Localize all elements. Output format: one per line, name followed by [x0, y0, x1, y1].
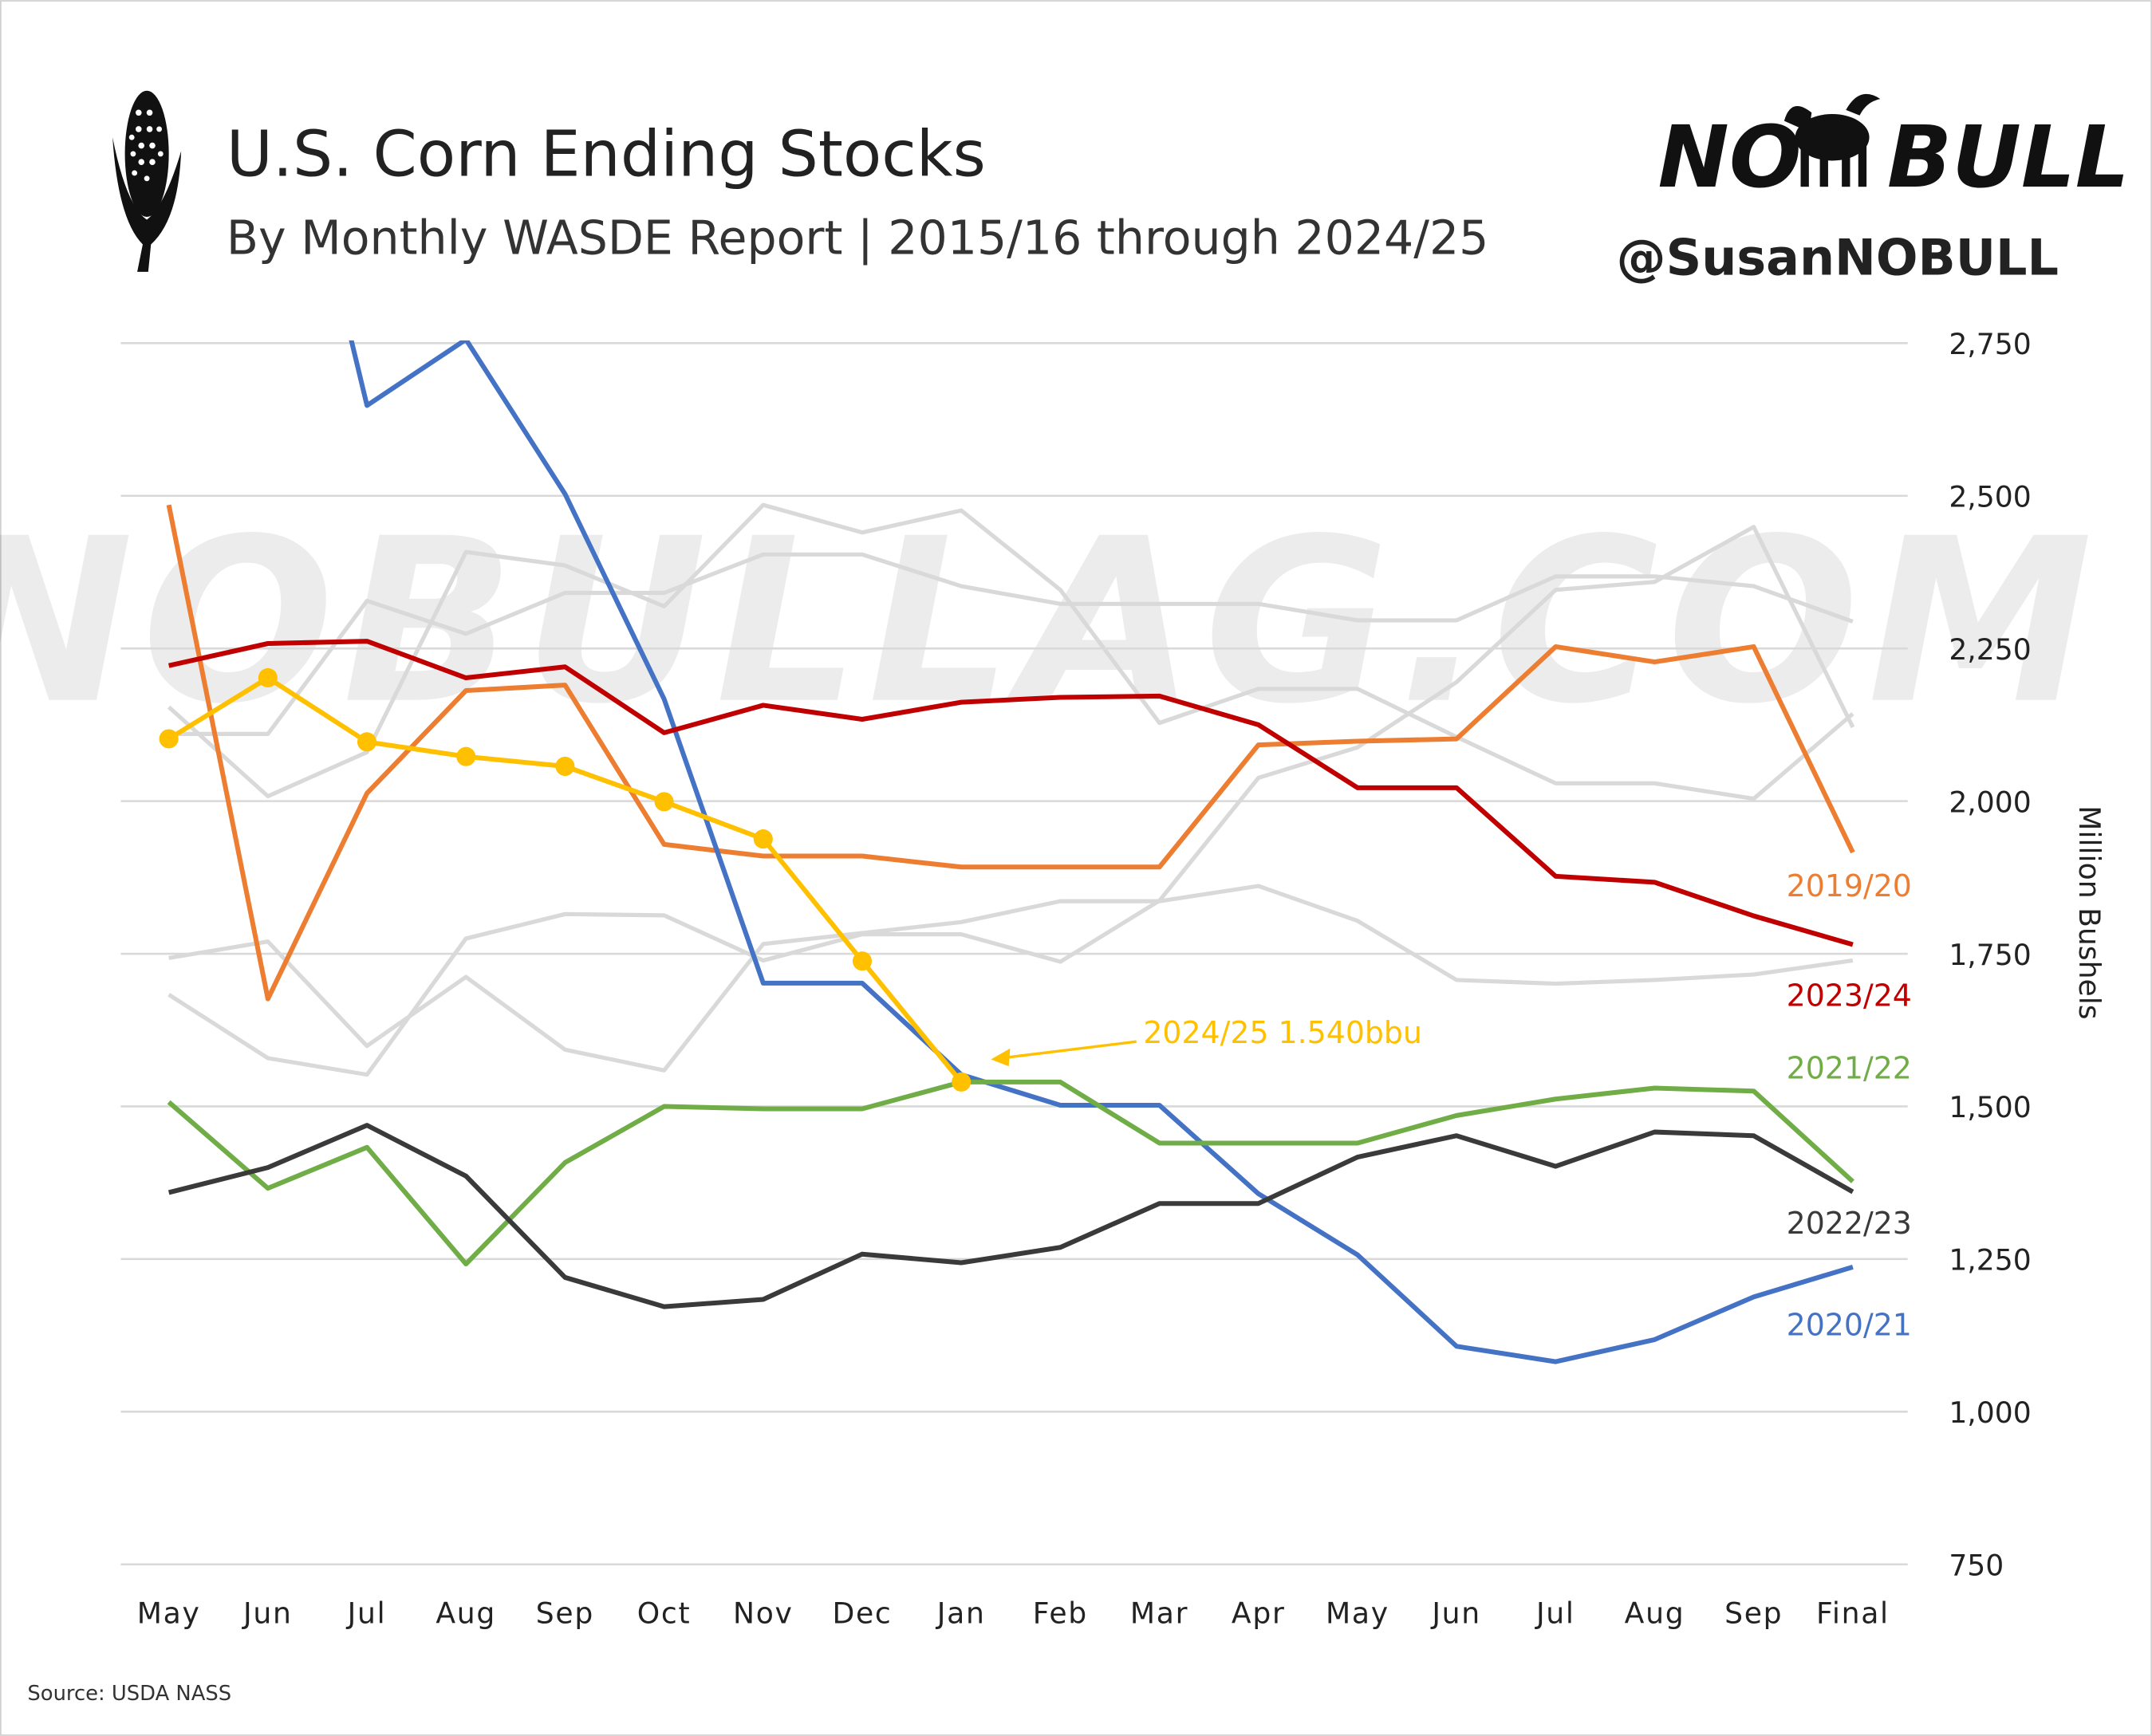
- y-axis: 750 1,000 1,250 1,500 1,750 2,000 2,250 2,500 2,…: [1949, 327, 2031, 1582]
- data-point: [753, 829, 773, 849]
- x-tick-label: Apr: [1232, 1596, 1286, 1631]
- x-tick-label: May: [137, 1596, 201, 1631]
- series-line-2021-22: [167, 1079, 1854, 1267]
- data-point: [159, 729, 179, 749]
- x-tick-label: Mar: [1130, 1596, 1188, 1631]
- series-label: 2022/23: [1787, 1206, 1912, 1241]
- x-tick-label: May: [1326, 1596, 1389, 1631]
- data-point: [357, 732, 377, 752]
- x-tick-label: Sep: [536, 1596, 594, 1631]
- series-label: 2021/22: [1787, 1051, 1912, 1086]
- y-tick-label: 2,250: [1949, 632, 2031, 667]
- corn-icon: [112, 90, 182, 272]
- source-note: Source: USDA NASS: [27, 1682, 231, 1706]
- series-markers: [159, 667, 972, 1092]
- series-line-gray-1: [167, 502, 1854, 801]
- logo-text: NO: [1658, 108, 1802, 207]
- y-tick-label: 2,750: [1949, 327, 2031, 361]
- y-tick-label: 1,500: [1949, 1090, 2031, 1124]
- series-label: 2019/20: [1787, 868, 1912, 903]
- bull-icon: [1783, 93, 1881, 187]
- y-axis-label: Million Bushels: [2072, 805, 2107, 1019]
- data-point: [654, 792, 674, 812]
- x-tick-label: Jul: [346, 1596, 387, 1631]
- y-tick-label: 1,750: [1949, 938, 2031, 972]
- y-tick-label: 1,250: [1949, 1243, 2031, 1277]
- annotation-arrow: [1001, 1040, 1137, 1060]
- data-point: [852, 951, 873, 971]
- x-axis: May Jun Jul Aug Sep Oct Nov Dec Jan Feb Mar Apr May J…: [137, 1596, 1890, 1631]
- data-point: [258, 667, 278, 687]
- x-tick-label: Nov: [733, 1596, 794, 1631]
- x-tick-label: Oct: [637, 1596, 692, 1631]
- series-label: 2023/24: [1787, 978, 1912, 1013]
- y-tick-label: 750: [1949, 1549, 2004, 1583]
- series-line-gray-0: [168, 552, 1854, 736]
- data-point: [952, 1072, 972, 1092]
- x-tick-label: Jul: [1535, 1596, 1575, 1631]
- x-tick-label: Dec: [832, 1596, 892, 1631]
- series-line-2019-20: [166, 504, 1855, 1002]
- series-line-2022-23: [168, 1123, 1854, 1309]
- x-tick-label: Aug: [1625, 1596, 1685, 1631]
- data-point: [456, 746, 476, 766]
- x-tick-label: Sep: [1724, 1596, 1783, 1631]
- x-tick-label: Jan: [936, 1596, 986, 1631]
- social-handle: @SusanNOBULL: [1617, 229, 2059, 286]
- y-tick-label: 2,000: [1949, 785, 2031, 819]
- svg-text:BULL: BULL: [1887, 108, 2130, 207]
- series-line-gray-2: [168, 884, 1854, 1073]
- chart-title: U.S. Corn Ending Stocks: [227, 117, 986, 191]
- x-tick-label: Jun: [1430, 1596, 1481, 1631]
- series-label: 2020/21: [1787, 1307, 1912, 1342]
- y-tick-label: 1,000: [1949, 1395, 2031, 1430]
- series-line-2023-24: [168, 639, 1854, 947]
- x-tick-label: Aug: [436, 1596, 496, 1631]
- x-tick-label: Jun: [242, 1596, 293, 1631]
- y-tick-label: 2,500: [1949, 480, 2031, 514]
- series-labels: 2019/20 2020/21 2021/22 2022/23 2023/24: [1787, 868, 1912, 1343]
- annotation: 2024/25 1.540bbu: [991, 1015, 1422, 1067]
- data-point: [555, 756, 575, 777]
- nobull-logo: NO BULL: [1658, 93, 2130, 207]
- series-line-gray-3: [168, 525, 1855, 1077]
- series-line-2020-21: [349, 340, 1854, 1364]
- arrow-head-icon: [991, 1048, 1011, 1067]
- x-tick-label: Feb: [1033, 1596, 1088, 1631]
- chart-subtitle: By Monthly WASDE Report | 2015/16 throug…: [227, 211, 1488, 266]
- annotation-text: 2024/25 1.540bbu: [1143, 1015, 1422, 1050]
- x-tick-label: Final: [1816, 1596, 1890, 1631]
